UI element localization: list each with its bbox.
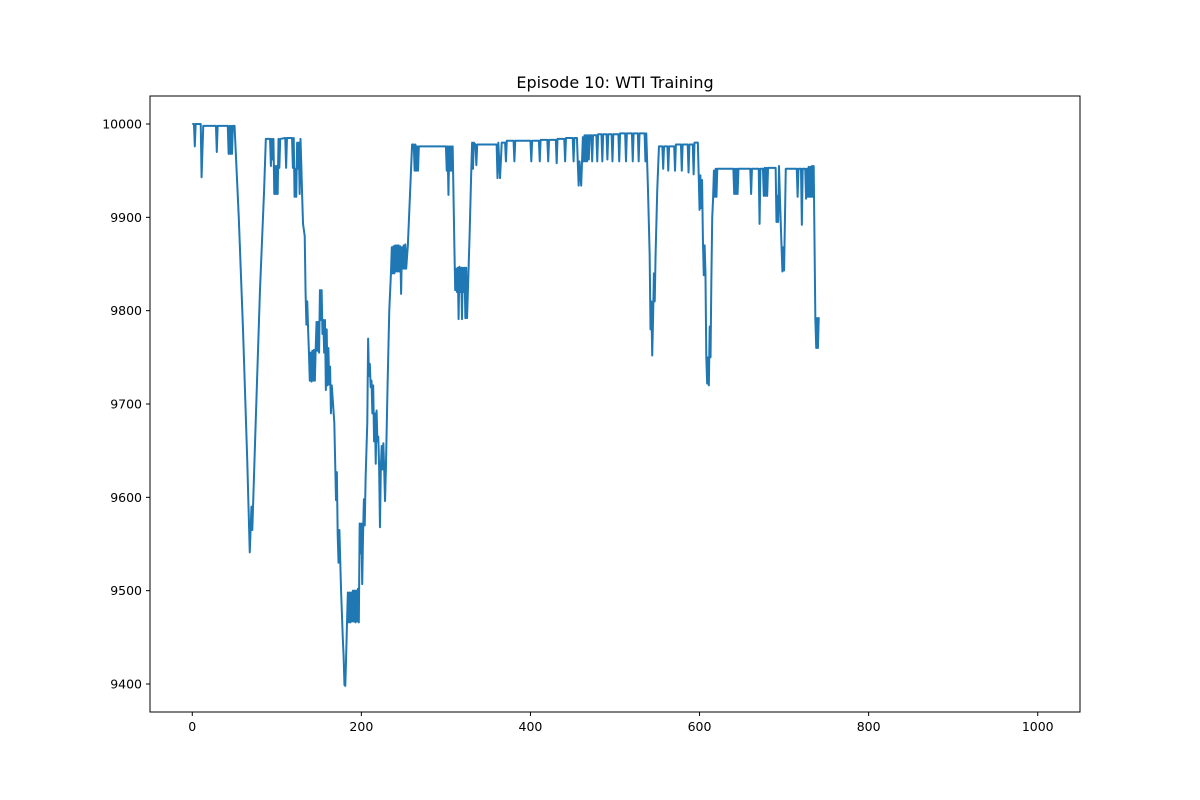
x-tick-label: 1000	[1022, 719, 1054, 734]
x-tick-label: 0	[188, 719, 196, 734]
x-tick-label: 600	[688, 719, 712, 734]
y-tick-label: 9400	[110, 677, 142, 692]
y-tick-label: 10000	[102, 117, 142, 132]
plot-area	[192, 123, 820, 687]
x-tick-label: 800	[857, 719, 881, 734]
y-tick-label: 9600	[110, 490, 142, 505]
y-tick-label: 9700	[110, 397, 142, 412]
y-tick-label: 9500	[110, 583, 142, 598]
x-axis: 0 200 400 600 800 1000	[188, 712, 1054, 734]
y-tick-label: 9900	[110, 210, 142, 225]
y-axis: 9400 9500 9600 9700 9800 9900 10000	[102, 117, 150, 692]
y-tick-label: 9800	[110, 303, 142, 318]
series-line-0	[192, 123, 820, 687]
x-tick-label: 200	[349, 719, 373, 734]
axes-frame	[149, 95, 1081, 713]
chart-title: Episode 10: WTI Training	[516, 73, 713, 92]
x-tick-label: 400	[519, 719, 543, 734]
